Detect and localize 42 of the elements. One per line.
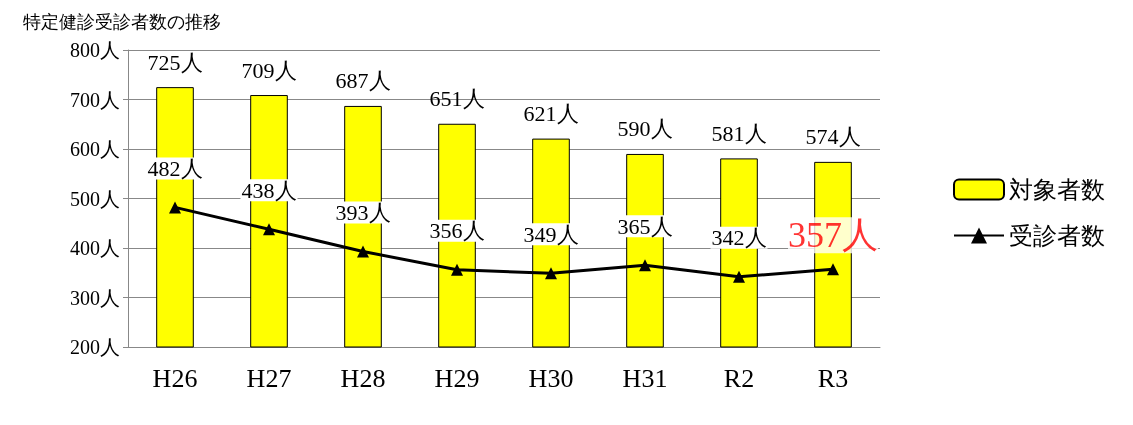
point bbox=[451, 263, 463, 276]
legend-label: 対象者数 bbox=[1009, 176, 1105, 203]
chart-title: 特定健診受診者数の推移 bbox=[23, 12, 221, 32]
point bbox=[357, 245, 369, 258]
point bbox=[545, 267, 557, 280]
data-label: 349人 bbox=[523, 221, 579, 247]
y-tick-label: 200人 bbox=[70, 336, 120, 358]
data-label: 342人 bbox=[711, 225, 767, 251]
point bbox=[263, 223, 275, 236]
y-tick-label: 800人 bbox=[70, 39, 120, 61]
data-label: 621人 bbox=[523, 101, 579, 127]
point bbox=[733, 270, 745, 283]
data-label: 574人 bbox=[805, 124, 861, 150]
data-label: 725人 bbox=[147, 49, 203, 75]
data-label: 590人 bbox=[617, 116, 673, 142]
data-label: 365人 bbox=[617, 213, 673, 239]
data-label: 581人 bbox=[711, 120, 767, 146]
x-tick-label: H29 bbox=[434, 363, 480, 393]
data-label: 482人 bbox=[147, 155, 203, 181]
annotation: 357人 bbox=[788, 215, 878, 256]
point bbox=[639, 259, 651, 272]
x-tick-label: H26 bbox=[152, 363, 198, 393]
data-label: 393人 bbox=[335, 199, 391, 225]
x-tick-label: H30 bbox=[528, 363, 574, 393]
y-tick-label: 300人 bbox=[70, 286, 120, 309]
data-label: 709人 bbox=[241, 57, 297, 83]
data-label: 438人 bbox=[241, 177, 297, 203]
x-tick-label: H31 bbox=[622, 363, 668, 393]
legend-label: 受診者数 bbox=[1009, 222, 1105, 249]
x-tick-label: H27 bbox=[246, 363, 292, 393]
y-tick-label: 400人 bbox=[70, 237, 120, 259]
data-label: 651人 bbox=[429, 86, 485, 112]
point bbox=[827, 263, 839, 276]
x-tick-label: R3 bbox=[817, 363, 849, 393]
x-tick-label: R2 bbox=[723, 363, 755, 393]
y-tick-label: 700人 bbox=[70, 88, 120, 111]
x-tick-label: H28 bbox=[340, 363, 386, 393]
y-tick-label: 600人 bbox=[70, 138, 120, 160]
y-tick-label: 500人 bbox=[70, 187, 120, 210]
point bbox=[169, 201, 181, 214]
data-label: 687人 bbox=[335, 68, 391, 94]
data-label: 356人 bbox=[429, 218, 485, 244]
